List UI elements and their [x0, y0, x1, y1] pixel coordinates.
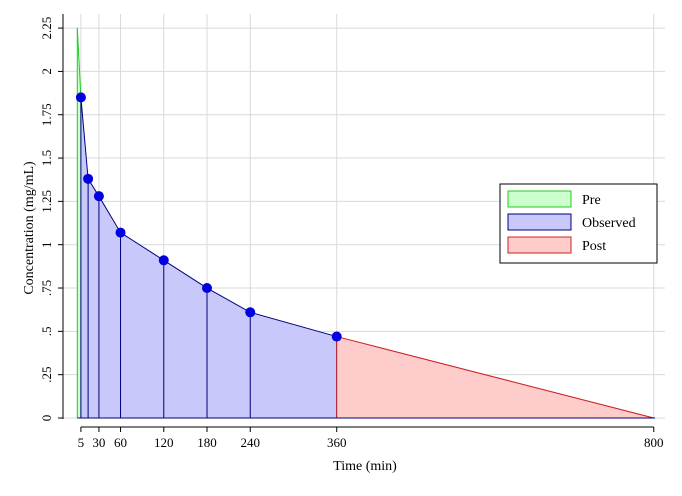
legend-label-pre: Pre — [582, 193, 601, 208]
x-tick-label: 800 — [644, 435, 664, 450]
observed-point — [93, 191, 104, 202]
x-tick-label: 180 — [197, 435, 217, 450]
observed-point — [83, 173, 94, 184]
x-tick-label: 30 — [92, 435, 105, 450]
observed-point — [202, 283, 213, 294]
y-tick-label: .5 — [39, 326, 54, 336]
post-line — [336, 336, 654, 419]
x-tick-label: 240 — [240, 435, 260, 450]
observed-point — [75, 92, 86, 103]
y-tick-label: .25 — [39, 367, 54, 383]
pre-line — [76, 28, 82, 98]
legend-swatch-post — [507, 236, 572, 254]
pre-area — [77, 28, 81, 418]
y-axis-title: Concentration (mg/mL) — [22, 161, 37, 295]
data-markers — [75, 92, 342, 342]
x-tick-label: 360 — [327, 435, 347, 450]
legend: Pre Observed Post — [499, 183, 658, 264]
y-tick-label: 2 — [39, 68, 54, 75]
legend-swatch-observed — [507, 213, 572, 231]
observed-area — [80, 97, 337, 419]
x-tick-label: 60 — [114, 435, 127, 450]
y-tick-label: 1 — [39, 241, 54, 248]
area-fills — [76, 28, 655, 419]
y-tick-label: 1.25 — [39, 190, 54, 213]
x-tick-label: 120 — [154, 435, 174, 450]
axes: 0 .25 .5 .75 1 1.25 1.5 1.75 2 2.25 5 30 60 120 180 240… — [39, 14, 664, 450]
observed-point — [245, 307, 256, 318]
y-tick-label: 1.5 — [39, 150, 54, 166]
legend-label-observed: Observed — [582, 216, 636, 231]
x-tick-label: 5 — [78, 435, 85, 450]
observed-point — [331, 331, 342, 342]
legend-swatch-pre — [507, 190, 572, 208]
y-tick-label: 1.75 — [39, 103, 54, 126]
y-tick-label: 0 — [39, 415, 54, 422]
y-tick-label: 2.25 — [39, 17, 54, 40]
observed-point — [115, 227, 126, 238]
x-axis-title: Time (min) — [333, 459, 397, 474]
observed-point — [158, 255, 169, 266]
legend-label-post: Post — [582, 239, 606, 254]
y-tick-label: .75 — [39, 280, 54, 296]
